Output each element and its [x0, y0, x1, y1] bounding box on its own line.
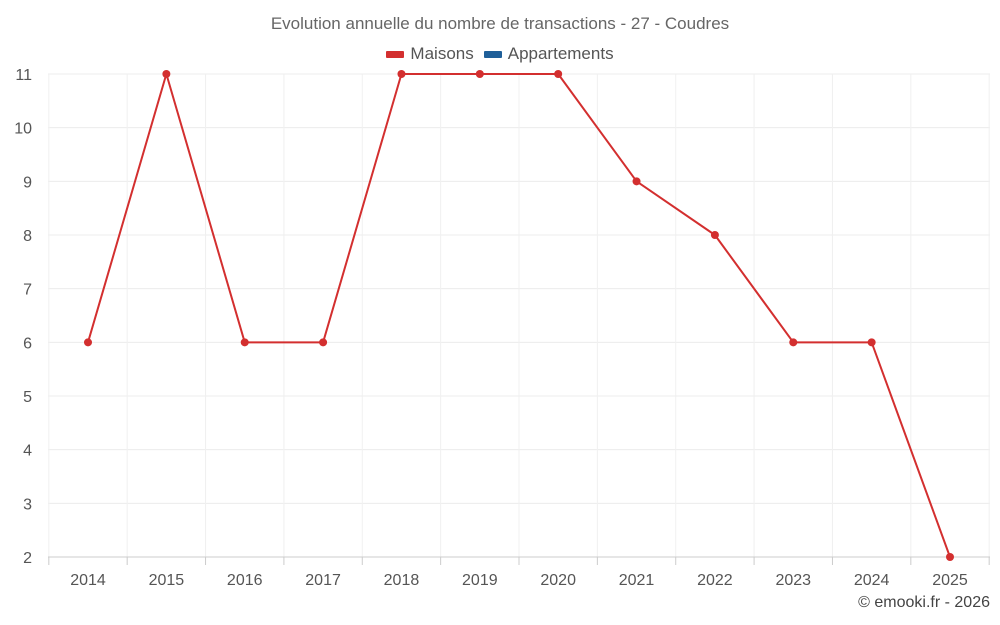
data-point — [789, 338, 798, 347]
y-tick-label: 10 — [14, 121, 32, 138]
y-tick-label: 4 — [23, 443, 32, 460]
series-line-maisons — [87, 73, 951, 558]
y-tick-label: 6 — [23, 335, 32, 352]
x-tick-label: 2016 — [227, 572, 263, 589]
data-point — [475, 70, 484, 78]
legend-item-maisons[interactable]: Maisons — [386, 44, 474, 64]
x-tick-label: 2024 — [854, 572, 890, 589]
legend: Maisons Appartements — [0, 44, 1000, 64]
copyright-text: © emooki.fr - 2026 — [858, 594, 990, 611]
data-point — [162, 70, 171, 78]
data-point — [397, 70, 406, 78]
x-tick-label: 2022 — [697, 572, 733, 589]
y-tick-label: 11 — [15, 67, 32, 84]
legend-label-appartements: Appartements — [507, 44, 614, 63]
data-point — [710, 231, 719, 239]
data-point — [867, 338, 876, 347]
data-point — [946, 553, 954, 561]
y-tick-label: 3 — [23, 496, 32, 513]
y-tick-label: 7 — [23, 282, 32, 299]
legend-swatch-appartements — [483, 50, 502, 58]
data-point — [554, 70, 563, 78]
y-tick-label: 9 — [23, 174, 32, 191]
data-point — [632, 177, 641, 186]
x-tick-label: 2014 — [70, 572, 106, 589]
data-point — [319, 338, 328, 347]
chart-title: Evolution annuelle du nombre de transact… — [270, 14, 730, 33]
x-tick-label: 2021 — [619, 572, 655, 589]
y-tick-label: 2 — [23, 550, 32, 567]
legend-swatch-maisons — [386, 50, 405, 58]
x-tick-label: 2015 — [149, 572, 185, 589]
legend-item-appartements[interactable]: Appartements — [483, 44, 614, 64]
y-tick-label: 5 — [23, 389, 32, 406]
x-tick-label: 2025 — [932, 572, 968, 589]
data-point — [240, 338, 249, 347]
x-tick-label: 2019 — [462, 572, 498, 589]
x-tick-label: 2020 — [540, 572, 576, 589]
x-tick-label: 2018 — [384, 572, 420, 589]
data-point — [84, 338, 92, 347]
legend-label-maisons: Maisons — [410, 44, 474, 63]
x-tick-label: 2017 — [305, 572, 341, 589]
x-tick-label: 2023 — [775, 572, 811, 589]
y-tick-label: 8 — [23, 228, 32, 245]
